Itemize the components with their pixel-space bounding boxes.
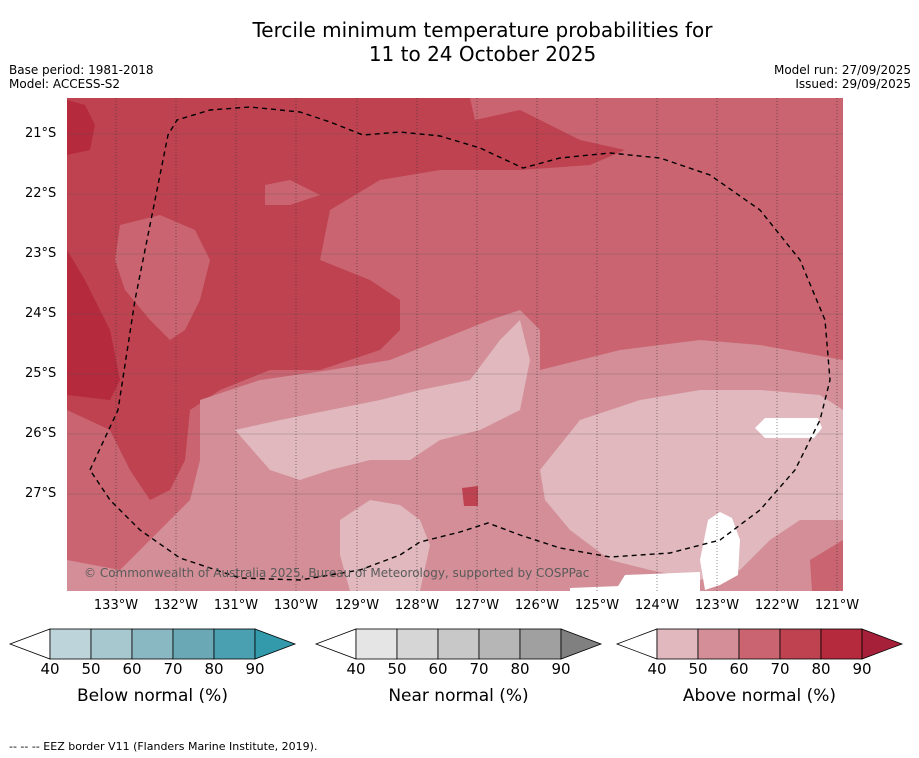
colorbar-tick: 70	[163, 660, 183, 678]
lat-label: 27°S	[25, 486, 57, 501]
lon-label: 122°W	[754, 598, 800, 613]
region-above-80-west	[67, 250, 120, 400]
eez-legend: -- -- -- EEZ border V11 (Flanders Marine…	[9, 740, 318, 753]
lon-label: 133°W	[93, 598, 139, 613]
lon-label: 125°W	[574, 598, 620, 613]
region-below-40-3	[615, 572, 700, 591]
region-below-40-1	[755, 418, 822, 438]
model-name: Model: ACCESS-S2	[9, 77, 121, 91]
lon-label: 126°W	[514, 598, 560, 613]
colorbar-label-near: Near normal (%)	[388, 686, 529, 706]
region-below-40-2	[700, 512, 740, 590]
lat-label: 23°S	[25, 246, 57, 261]
lon-label: 129°W	[334, 598, 380, 613]
colorbar-tick: 50	[688, 660, 708, 678]
region-above-70	[67, 98, 625, 500]
title-line-2: 11 to 24 October 2025	[368, 42, 597, 66]
copyright-notice: © Commonwealth of Australia 2025, Bureau…	[84, 566, 590, 580]
lat-label: 21°S	[25, 126, 57, 141]
colorbar-near	[314, 628, 603, 660]
colorbar-tick: 60	[729, 660, 749, 678]
colorbar-tick: 70	[770, 660, 790, 678]
colorbar-tick: 90	[245, 660, 265, 678]
lon-label: 130°W	[273, 598, 319, 613]
colorbar-tick: 40	[647, 660, 667, 678]
model-run: Model run: 27/09/2025	[773, 63, 911, 77]
lat-label: 22°S	[25, 186, 57, 201]
base-period: Base period: 1981-2018	[9, 63, 154, 77]
chart-title: Tercile minimum temperature probabilitie…	[0, 18, 919, 66]
map-layers	[67, 98, 843, 591]
colorbar-tick: 40	[346, 660, 366, 678]
colorbar-tick: 60	[428, 660, 448, 678]
lon-label: 132°W	[153, 598, 199, 613]
lon-label: 121°W	[814, 598, 860, 613]
colorbar-tick: 50	[81, 660, 101, 678]
colorbar-tick: 40	[40, 660, 60, 678]
meridian-lines	[115, 98, 838, 591]
issued-date: Issued: 29/09/2025	[795, 77, 911, 91]
lat-label: 26°S	[25, 426, 57, 441]
lat-label: 25°S	[25, 366, 57, 381]
region-above-40	[235, 320, 530, 480]
colorbar-tick: 80	[510, 660, 530, 678]
colorbar-above	[615, 628, 904, 660]
region-below-40-4	[570, 586, 620, 591]
region-above-60-nw	[115, 215, 210, 340]
region-above-80-nw	[67, 100, 95, 155]
region-above-60-patch	[265, 180, 320, 205]
colorbar-tick: 70	[469, 660, 489, 678]
region-above-60-se	[810, 540, 843, 591]
region-above-40-south	[340, 500, 430, 591]
colorbar-tick: 90	[551, 660, 571, 678]
lon-label: 127°W	[454, 598, 500, 613]
grid-lines	[67, 133, 843, 495]
colorbar-tick: 80	[204, 660, 224, 678]
region-above-70-small	[462, 486, 478, 506]
lon-label: 124°W	[634, 598, 680, 613]
colorbar-tick: 80	[811, 660, 831, 678]
region-above-60-sw	[67, 460, 100, 540]
colorbar-tick: 90	[852, 660, 872, 678]
meta-right: Model run: 27/09/2025 Issued: 29/09/2025	[774, 63, 911, 91]
lat-label: 24°S	[25, 306, 57, 321]
colorbar-label-below: Below normal (%)	[77, 686, 228, 706]
colorbar-below	[8, 628, 297, 660]
meta-left: Base period: 1981-2018 Model: ACCESS-S2	[9, 63, 154, 91]
lon-label: 128°W	[394, 598, 440, 613]
title-line-1: Tercile minimum temperature probabilitie…	[252, 18, 713, 42]
lon-label: 123°W	[694, 598, 740, 613]
colorbar-tick: 50	[387, 660, 407, 678]
colorbar-tick: 60	[122, 660, 142, 678]
eez-border	[89, 106, 831, 581]
lon-label: 131°W	[213, 598, 259, 613]
colorbar-label-above: Above normal (%)	[682, 686, 837, 706]
